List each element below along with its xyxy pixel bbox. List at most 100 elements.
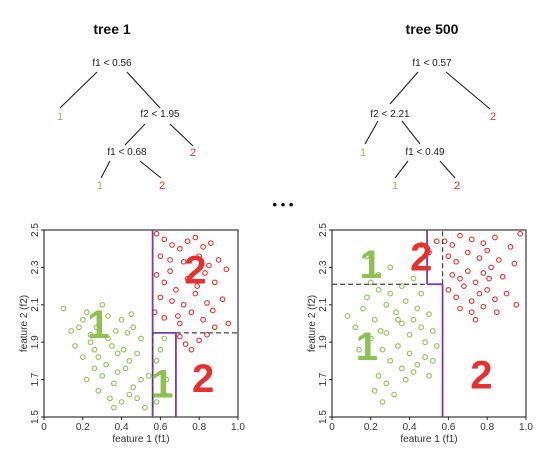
class-1-point [120, 346, 127, 353]
class-2-point [219, 296, 226, 303]
region-label: 2 [192, 357, 214, 401]
class-1-point [68, 328, 75, 334]
class-1-point [118, 316, 125, 323]
class-1-point [105, 335, 111, 342]
class-2-point [494, 309, 500, 316]
class-1-point [126, 358, 133, 364]
class-2-point [453, 258, 460, 265]
class-2-point [495, 257, 502, 263]
region-label: 2 [184, 249, 206, 293]
class-1-point [356, 346, 363, 353]
tree-1-edge [126, 71, 161, 109]
class-1-point [99, 301, 106, 308]
tree-500-split-node: f1 < 0.49 [405, 147, 445, 158]
x-tick-label: 0.2 [76, 422, 90, 433]
class-1-point [114, 350, 121, 357]
class-2-point [188, 346, 195, 353]
class-1-point [395, 343, 401, 349]
class-2-point [215, 257, 222, 263]
tree-1-edge [100, 160, 111, 179]
class-1-point [126, 391, 133, 398]
y-axis-label: feature 2 (f2) [19, 295, 30, 352]
class-1-point [72, 343, 78, 349]
class-1-point [418, 324, 425, 331]
tree-500-leaf: 1 [392, 180, 398, 192]
class-1-point [393, 309, 399, 316]
y-tick-label: 1.5 [318, 410, 329, 424]
y-axis-label: feature 2 (f2) [307, 295, 318, 352]
class-2-point [499, 273, 506, 280]
class-2-point [461, 283, 467, 289]
class-1-point [79, 354, 86, 361]
class-1-point [103, 361, 109, 368]
class-1-point [93, 324, 100, 331]
class-2-point [184, 275, 191, 282]
class-1-point [418, 290, 425, 297]
class-1-point [122, 365, 129, 372]
tree-1-edge [169, 123, 194, 147]
class-1-point [377, 328, 384, 334]
class-2-point [196, 337, 203, 344]
class-2-point [180, 258, 187, 265]
class-1-point [410, 369, 417, 375]
x-axis-label: feature 1 (f1) [112, 434, 169, 445]
class-2-point [200, 316, 206, 323]
class-2-point [167, 268, 173, 274]
tree-1-edge [139, 160, 162, 179]
tree-500-leaf: 2 [490, 111, 496, 123]
y-tick-label: 2.5 [30, 223, 41, 237]
class-2-point [175, 313, 181, 319]
class-2-point [211, 279, 218, 286]
plot-frame [43, 229, 239, 418]
class-2-point [192, 290, 199, 297]
class-1-point [410, 275, 417, 282]
class-1-point [110, 404, 117, 411]
y-tick-label: 1.7 [318, 372, 329, 386]
class-1-point [422, 339, 428, 346]
class-1-point [153, 399, 160, 405]
tree-1-leaf: 2 [159, 180, 165, 192]
class-1-point [130, 324, 137, 331]
tree-500-leaf: 1 [360, 147, 366, 159]
class-1-point [130, 384, 137, 390]
class-2-point [206, 262, 212, 269]
class-1-point [402, 376, 409, 383]
x-tick-label: 0.4 [403, 422, 417, 433]
class-2-point [192, 234, 199, 241]
tree-1-split-node: f2 < 1.95 [140, 109, 180, 120]
class-1-point [60, 305, 67, 312]
class-1-point [414, 305, 421, 312]
class-2-point [182, 341, 189, 347]
class-2-point [468, 236, 475, 243]
class-1-point [105, 313, 111, 319]
class-1-point [410, 316, 417, 323]
class-2-point [194, 283, 201, 289]
class-1-point [161, 335, 168, 342]
class-1-point [371, 387, 378, 394]
class-1-point [83, 309, 90, 316]
scatter-plot-tree-500: 0 0.2 0.4 0.6 0.8 1.0 1.5 1.7 1.9 2.1 2.3 2.5 featur… [307, 223, 533, 445]
class-1-point [109, 343, 115, 349]
class-2-point [511, 260, 518, 267]
x-tick-label: 1.0 [519, 422, 533, 433]
class-1-point [398, 365, 405, 372]
tree-500-root-node: f1 < 0.57 [412, 58, 452, 69]
y-tick-label: 2.1 [318, 297, 329, 311]
class-2-point [204, 300, 210, 306]
class-2-point [468, 298, 475, 304]
region-label: 2 [410, 235, 432, 279]
class-1-point [163, 376, 170, 383]
y-tick-label: 2.1 [30, 297, 41, 311]
tree-500-split-node: f2 < 2.21 [370, 109, 410, 120]
class-1-point [387, 264, 394, 271]
class-1-point [124, 330, 131, 336]
tree-1-leaf: 1 [57, 111, 63, 123]
tree-500-edge [445, 71, 491, 110]
class-1-point [375, 272, 382, 278]
class-2-point [476, 290, 483, 297]
class-2-point [176, 245, 183, 252]
class-2-point [484, 286, 491, 293]
tree-500: tree 500 f1 < 0.57 f2 < 2.21 f1 < 0.49 2… [360, 21, 496, 192]
class-2-point [157, 253, 164, 260]
